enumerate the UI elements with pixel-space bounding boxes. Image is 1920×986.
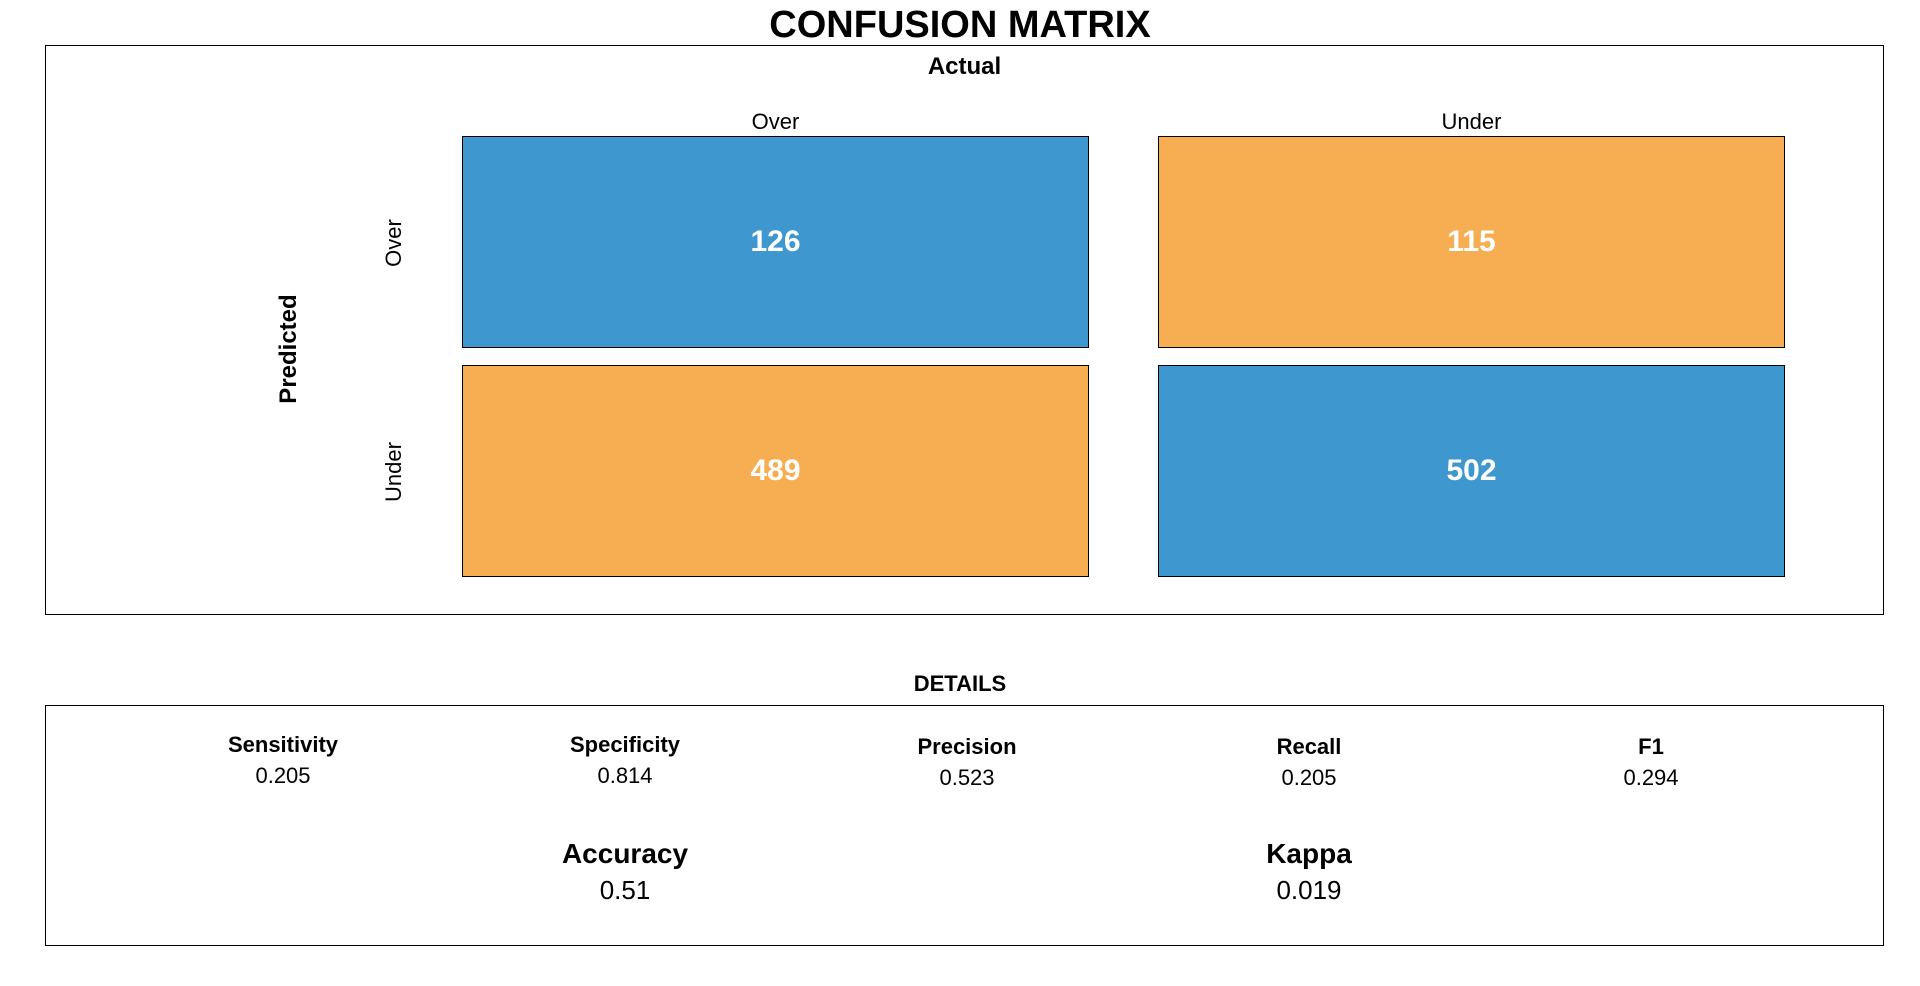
metric-label: Specificity [569,732,681,757]
y-axis-label-text: Predicted [275,294,302,404]
matrix-cell-under-over: 489 [462,365,1089,577]
y-tick-label-under-text: Under [381,442,406,502]
metric-label: Recall [1276,734,1342,759]
metric-label: Sensitivity [227,732,339,757]
metric-value: 0.814 [597,763,653,788]
details-panel: Sensitivity 0.205 Specificity 0.814 Prec… [45,705,1884,946]
matrix-cell-over-under: 115 [1158,136,1785,348]
x-tick-label-under: Under [1441,109,1502,134]
metric-label: Kappa [1266,838,1352,869]
matrix-cell-over-over: 126 [462,136,1089,348]
metric-f1: F1 0.294 [1501,733,1801,793]
metric-value: 0.019 [1276,875,1342,905]
metric-value: 0.523 [939,765,995,790]
x-tick-label-over: Over [751,109,800,134]
metric-label: Precision [917,734,1017,759]
metric-kappa: Kappa 0.019 [1159,837,1459,907]
chart-title: CONFUSION MATRIX [769,4,1151,46]
metric-value: 0.205 [255,763,311,788]
matrix-cell-under-under: 502 [1158,365,1785,577]
confusion-matrix-panel: Actual Predicted Over Under Over Under 1… [45,45,1884,615]
metric-value: 0.51 [599,875,651,905]
metric-value: 0.205 [1281,765,1337,790]
metric-specificity: Specificity 0.814 [475,731,775,791]
metric-label: Accuracy [561,838,689,869]
metric-accuracy: Accuracy 0.51 [475,837,775,907]
x-axis-label: Actual [927,53,1002,80]
details-title: DETAILS [913,671,1007,696]
metric-sensitivity: Sensitivity 0.205 [133,731,433,791]
metric-precision: Precision 0.523 [817,733,1117,793]
metric-recall: Recall 0.205 [1159,733,1459,793]
metric-label: F1 [1638,734,1664,759]
metric-value: 0.294 [1623,765,1679,790]
y-tick-label-over-text: Over [381,219,406,267]
